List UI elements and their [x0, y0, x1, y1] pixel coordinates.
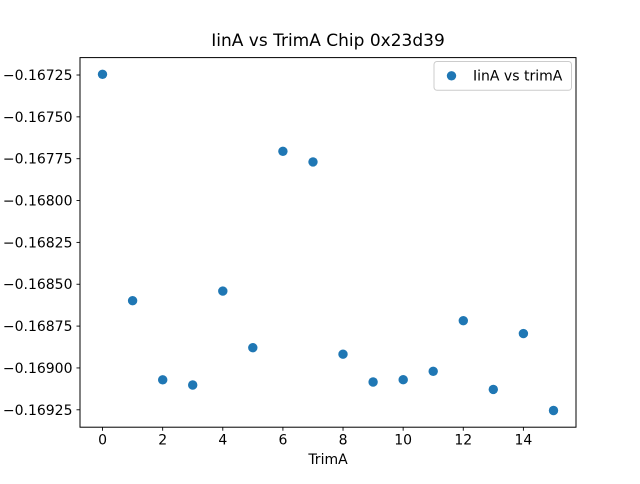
y-tick-label: −0.16925 — [3, 403, 73, 419]
y-tick-label: −0.16900 — [3, 361, 73, 377]
x-tick-label: 0 — [98, 433, 107, 449]
data-point — [308, 157, 318, 167]
x-tick-label: 8 — [339, 433, 348, 449]
y-tick-label: −0.16875 — [3, 319, 73, 335]
legend-marker-icon — [446, 71, 457, 81]
plot-border — [79, 57, 577, 428]
x-tick-label: 6 — [278, 433, 287, 449]
y-tick-label: −0.16725 — [3, 68, 73, 84]
data-point — [97, 69, 108, 80]
x-tick-label: 14 — [514, 433, 532, 449]
legend: IinA vs trimA — [433, 61, 572, 91]
data-point — [278, 146, 288, 156]
data-point — [398, 375, 408, 385]
legend-box — [433, 61, 572, 91]
data-point — [188, 380, 198, 390]
y-tick-label: −0.16750 — [3, 110, 73, 126]
chart-title: IinA vs TrimA Chip 0x23d39 — [211, 31, 445, 51]
x-tick-label: 12 — [454, 433, 472, 449]
y-tick-label: −0.16850 — [3, 277, 73, 293]
y-tick-label: −0.16800 — [3, 194, 73, 210]
x-tick-label: 4 — [218, 433, 227, 449]
y-tick-label: −0.16775 — [3, 152, 73, 168]
data-point — [368, 377, 378, 387]
data-point — [127, 296, 138, 306]
data-point — [218, 286, 228, 296]
data-point — [548, 405, 559, 416]
data-point — [428, 366, 438, 376]
data-point — [248, 343, 258, 353]
data-point — [338, 349, 348, 359]
x-tick-label: 2 — [158, 433, 167, 449]
data-point — [158, 375, 168, 385]
x-tick-label: 10 — [394, 433, 412, 449]
x-axis-label: TrimA — [307, 452, 348, 468]
data-points — [97, 69, 559, 416]
y-tick-label: −0.16825 — [3, 235, 73, 251]
legend-label: IinA vs trimA — [473, 69, 563, 85]
data-point — [488, 384, 498, 395]
data-point — [458, 316, 468, 326]
x-axis-ticks: 0 2 4 6 8 10 12 14 — [98, 427, 532, 449]
data-point — [518, 328, 529, 339]
y-axis-ticks: −0.16725 −0.16750 −0.16775 −0.16800 −0.16825… — [3, 68, 80, 419]
